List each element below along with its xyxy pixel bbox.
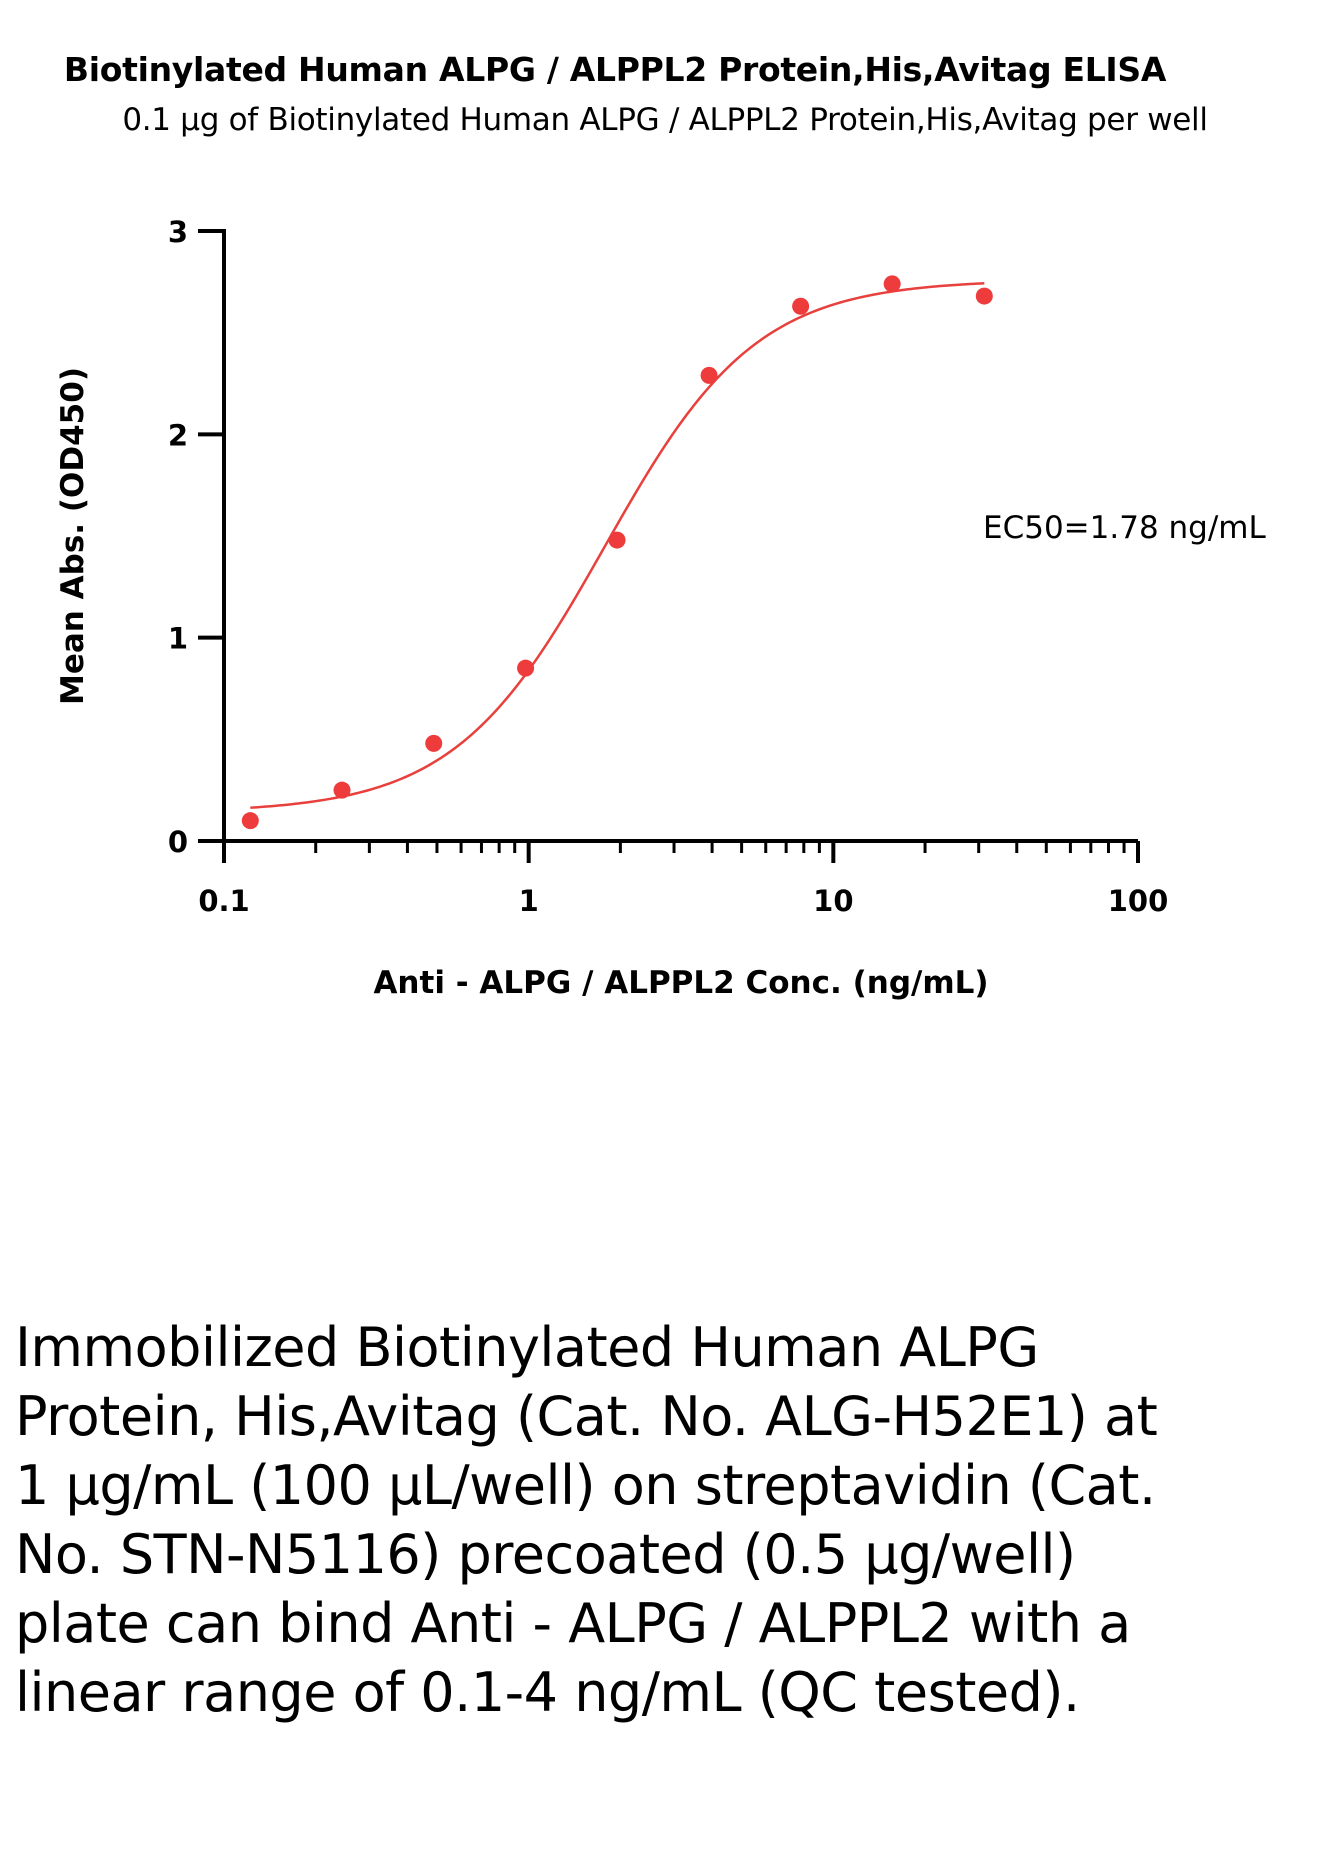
description-text: Immobilized Biotinylated Human ALPG Prot…: [15, 1316, 1158, 1724]
data-point: [608, 531, 626, 549]
x-tick-label: 1: [519, 884, 539, 918]
data-point: [700, 366, 718, 384]
x-tick-label: 10: [813, 884, 853, 918]
axes: [222, 229, 1138, 843]
data-point: [241, 812, 259, 830]
fit-curve: [250, 282, 985, 809]
axis-labels: Anti - ALPG / ALPPL2 Conc. (ng/mL) Mean …: [55, 215, 1266, 1001]
chart-title: Biotinylated Human ALPG / ALPPL2 Protein…: [63, 50, 1167, 89]
y-tick-label: 1: [168, 622, 188, 656]
y-axis-title: Mean Abs. (OD450): [55, 367, 91, 705]
x-tick-label: 100: [1108, 884, 1169, 918]
y-tick-label: 3: [168, 215, 188, 249]
data-points: [241, 275, 993, 830]
data-point: [333, 781, 351, 799]
y-tick-label: 0: [168, 825, 188, 859]
fit-curve-group: [250, 282, 985, 809]
y-tick-label: 2: [168, 418, 188, 452]
chart-subtitle: 0.1 µg of Biotinylated Human ALPG / ALPP…: [122, 102, 1208, 138]
tick-marks: [198, 229, 1140, 863]
data-point: [975, 287, 993, 305]
ec50-annotation: EC50=1.78 ng/mL: [983, 510, 1266, 546]
x-tick-label: 0.1: [198, 884, 249, 918]
data-point: [425, 734, 443, 752]
data-point: [883, 275, 901, 293]
chart-canvas: Anti - ALPG / ALPPL2 Conc. (ng/mL) Mean …: [55, 215, 1266, 1001]
x-axis-title: Anti - ALPG / ALPPL2 Conc. (ng/mL): [373, 965, 988, 1001]
data-point: [792, 297, 810, 315]
data-point: [517, 659, 535, 677]
